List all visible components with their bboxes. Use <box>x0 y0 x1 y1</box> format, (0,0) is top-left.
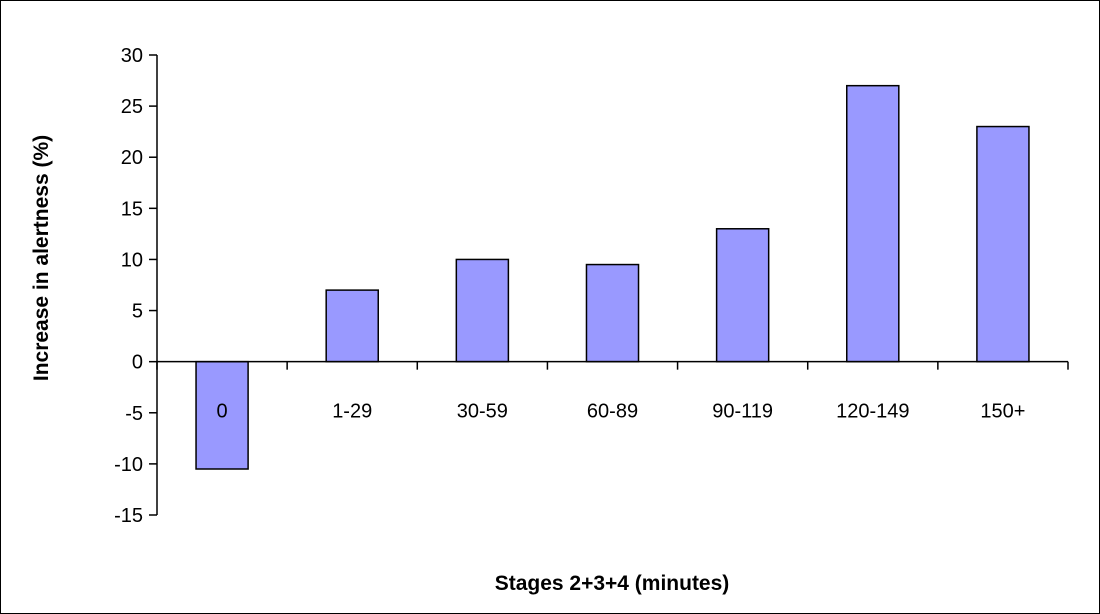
x-tick-label: 0 <box>217 401 228 423</box>
x-tick-label: 60-89 <box>587 401 638 423</box>
y-tick-label: 10 <box>121 249 143 271</box>
bars-group <box>195 84 1030 470</box>
bar-30-59 <box>455 258 510 363</box>
bar-1-29 <box>325 289 379 363</box>
x-tick-label: 150+ <box>980 401 1025 423</box>
y-axis-title: Increase in alertness (%) <box>30 135 53 381</box>
y-tick-label: 15 <box>121 198 143 220</box>
axes-group <box>149 54 1069 516</box>
y-tick-label: 0 <box>132 352 143 374</box>
y-tick-labels: -15 -10 -5 0 5 10 15 20 25 30 <box>114 45 143 527</box>
x-tick-label: 90-119 <box>712 401 773 423</box>
x-axis-title: Stages 2+3+4 (minutes) <box>495 572 730 595</box>
bar-150+ <box>976 125 1030 363</box>
bar-90-119 <box>715 228 770 363</box>
bar-120-149 <box>846 84 900 363</box>
y-tick-label: 25 <box>121 96 143 118</box>
y-tick-label: 30 <box>121 45 143 67</box>
y-tick-label: 20 <box>121 147 143 169</box>
y-tick-label: -5 <box>125 403 143 425</box>
y-tick-label: -10 <box>114 454 143 476</box>
x-tick-labels: 0 1-29 30-59 60-89 90-119 120-149 150+ <box>217 401 1026 423</box>
x-tick-label: 30-59 <box>457 401 508 423</box>
y-tick-label: 5 <box>132 301 143 323</box>
x-tick-label: 1-29 <box>332 401 372 423</box>
y-tick-label: -15 <box>114 505 143 527</box>
bar-60-89 <box>585 263 640 363</box>
x-tick-label: 120-149 <box>836 401 909 423</box>
bar-0 <box>195 360 249 470</box>
